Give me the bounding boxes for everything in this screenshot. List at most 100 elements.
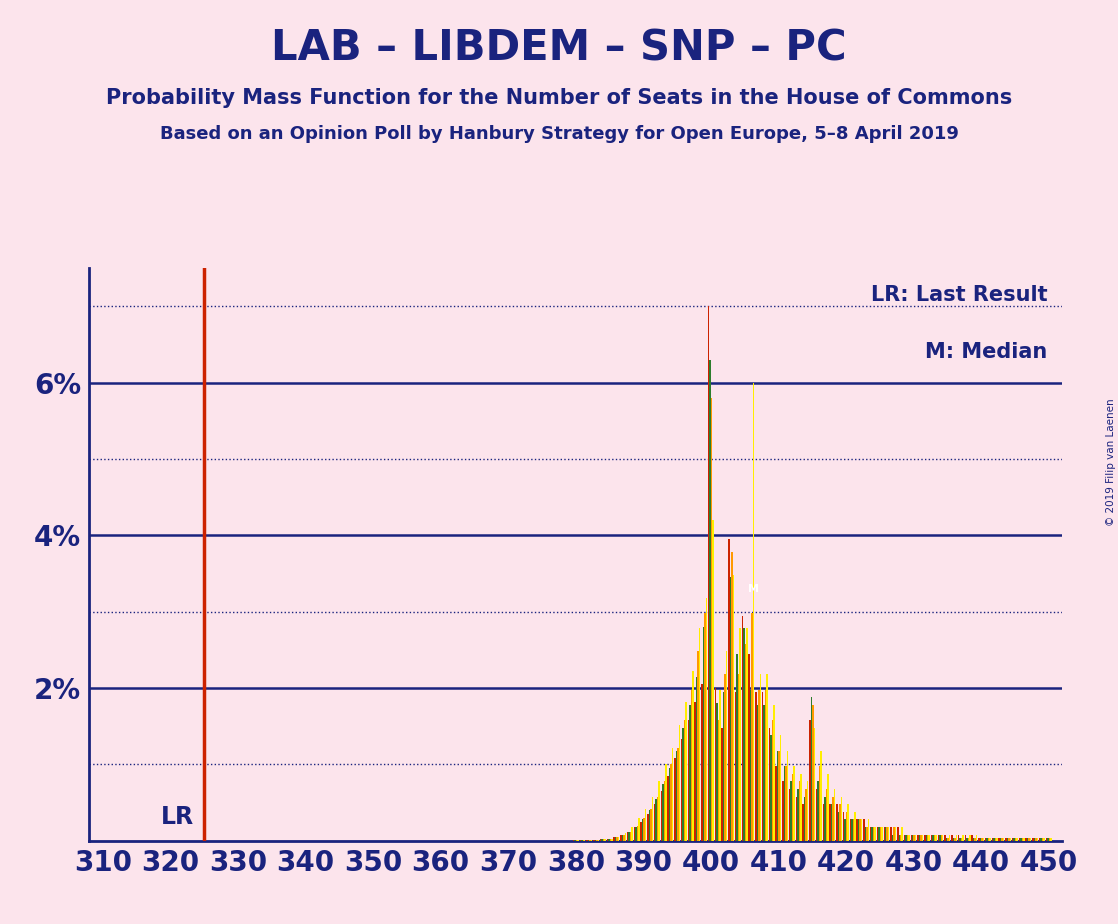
Bar bbox=[655, 799, 656, 841]
Bar bbox=[818, 766, 821, 841]
Bar bbox=[1005, 838, 1006, 841]
Bar bbox=[638, 818, 639, 841]
Bar bbox=[960, 838, 963, 841]
Bar bbox=[932, 834, 934, 841]
Bar bbox=[705, 598, 707, 841]
Bar bbox=[850, 820, 851, 841]
Bar bbox=[996, 838, 997, 841]
Bar bbox=[949, 834, 950, 841]
Bar bbox=[728, 539, 730, 841]
Bar bbox=[979, 838, 980, 841]
Bar bbox=[851, 820, 853, 841]
Bar bbox=[672, 748, 673, 841]
Bar bbox=[893, 827, 894, 841]
Bar bbox=[642, 820, 643, 841]
Bar bbox=[612, 839, 613, 841]
Bar bbox=[1013, 838, 1015, 841]
Bar bbox=[1012, 838, 1013, 841]
Bar bbox=[965, 834, 966, 841]
Bar bbox=[783, 782, 784, 841]
Bar bbox=[1035, 838, 1036, 841]
Bar bbox=[743, 628, 745, 841]
Bar bbox=[635, 827, 636, 841]
Bar bbox=[708, 306, 710, 841]
Bar bbox=[1008, 838, 1010, 841]
Bar bbox=[951, 834, 953, 841]
Bar bbox=[947, 838, 949, 841]
Bar bbox=[939, 834, 940, 841]
Bar bbox=[903, 834, 906, 841]
Bar bbox=[956, 834, 957, 841]
Bar bbox=[967, 838, 969, 841]
Bar bbox=[1020, 838, 1022, 841]
Bar bbox=[659, 782, 660, 841]
Bar bbox=[650, 808, 652, 841]
Bar bbox=[721, 728, 723, 841]
Bar bbox=[719, 689, 721, 841]
Bar bbox=[887, 827, 888, 841]
Bar bbox=[915, 834, 917, 841]
Bar bbox=[833, 796, 834, 841]
Bar bbox=[751, 614, 752, 841]
Bar bbox=[699, 628, 700, 841]
Bar bbox=[769, 728, 770, 841]
Bar bbox=[881, 827, 883, 841]
Bar bbox=[883, 827, 885, 841]
Bar bbox=[940, 834, 942, 841]
Bar bbox=[688, 720, 689, 841]
Bar bbox=[723, 692, 724, 841]
Bar bbox=[844, 820, 846, 841]
Bar bbox=[983, 838, 984, 841]
Bar bbox=[604, 839, 606, 841]
Bar bbox=[920, 834, 921, 841]
Bar bbox=[830, 804, 831, 841]
Bar bbox=[872, 827, 873, 841]
Bar bbox=[863, 820, 864, 841]
Bar bbox=[745, 644, 746, 841]
Bar bbox=[645, 808, 646, 841]
Bar bbox=[823, 804, 824, 841]
Bar bbox=[665, 764, 666, 841]
Bar bbox=[827, 773, 828, 841]
Bar bbox=[927, 834, 928, 841]
Bar bbox=[732, 575, 735, 841]
Bar bbox=[1039, 838, 1041, 841]
Bar bbox=[803, 804, 804, 841]
Bar bbox=[821, 750, 822, 841]
Bar bbox=[837, 812, 840, 841]
Bar bbox=[1002, 838, 1003, 841]
Bar bbox=[671, 764, 672, 841]
Bar bbox=[980, 838, 983, 841]
Bar bbox=[978, 838, 979, 841]
Bar bbox=[656, 796, 659, 841]
Bar bbox=[812, 705, 814, 841]
Bar bbox=[608, 839, 609, 841]
Bar bbox=[912, 834, 913, 841]
Bar bbox=[847, 804, 849, 841]
Bar bbox=[836, 804, 837, 841]
Bar bbox=[854, 812, 855, 841]
Bar bbox=[864, 827, 866, 841]
Bar bbox=[873, 827, 874, 841]
Bar bbox=[757, 705, 758, 841]
Bar bbox=[908, 834, 910, 841]
Bar bbox=[938, 834, 939, 841]
Bar bbox=[1029, 838, 1030, 841]
Bar bbox=[796, 796, 797, 841]
Bar bbox=[777, 750, 778, 841]
Bar bbox=[701, 685, 702, 841]
Bar bbox=[622, 834, 623, 841]
Bar bbox=[685, 702, 686, 841]
Bar bbox=[684, 720, 685, 841]
Bar bbox=[1015, 838, 1016, 841]
Bar bbox=[804, 796, 805, 841]
Bar bbox=[805, 789, 807, 841]
Bar bbox=[841, 796, 842, 841]
Bar bbox=[738, 675, 739, 841]
Bar bbox=[995, 838, 996, 841]
Bar bbox=[946, 838, 947, 841]
Bar bbox=[718, 720, 719, 841]
Bar bbox=[1043, 838, 1045, 841]
Bar bbox=[866, 827, 868, 841]
Bar bbox=[934, 834, 936, 841]
